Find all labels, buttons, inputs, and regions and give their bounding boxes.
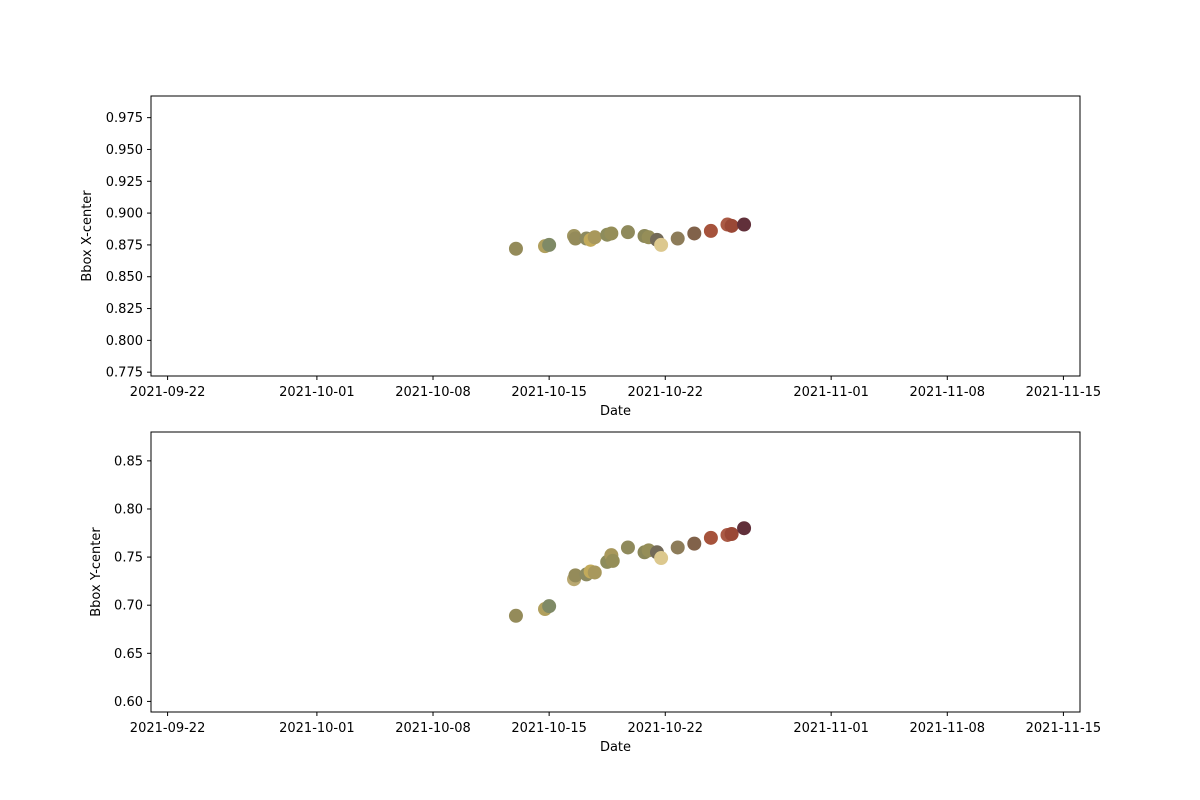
data-point-8 [587,565,602,580]
x-center-y-axis-label: Bbox X-center [80,190,95,282]
x-tick-label-8: 2021-11-15 [1026,721,1102,736]
x-tick-label-1: 2021-09-22 [130,385,206,400]
x-tick-label-6: 2021-11-01 [793,385,869,400]
data-point-22 [737,521,752,536]
y-tick-label-8: 0.950 [106,143,143,158]
x-tick-label-5: 2021-10-22 [627,721,703,736]
y-tick-label-3: 0.70 [114,599,143,614]
data-point-12 [620,540,635,555]
data-point-19 [703,530,718,545]
y-tick-label-2: 0.65 [114,647,143,662]
x-tick-label-1: 2021-09-22 [130,721,206,736]
data-point-16 [670,231,685,246]
y-tick-label-1: 0.775 [106,366,143,381]
x-tick-label-3: 2021-10-08 [395,385,471,400]
data-point-18 [703,223,718,238]
x-center-x-ticks: 2021-09-22 2021-10-01 2021-10-08 2021-10-15… [130,376,1101,400]
x-tick-label-2: 2021-10-01 [279,385,355,400]
data-point-3 [542,599,557,614]
data-point-3 [542,237,557,252]
bbox-x-center-panel: 2021-09-22 2021-10-01 2021-10-08 2021-10-15… [80,95,1101,419]
y-center-y-axis-label: Bbox Y-center [89,527,104,617]
data-point-15 [654,237,669,252]
x-tick-label-7: 2021-11-08 [910,385,986,400]
y-center-x-ticks: 2021-09-22 2021-10-01 2021-10-08 2021-10-15… [130,712,1101,736]
x-center-points [508,217,752,256]
data-point-1 [508,241,523,256]
x-tick-label-4: 2021-10-15 [511,385,587,400]
data-point-17 [687,226,702,241]
data-point-18 [687,536,702,551]
data-point-1 [508,608,523,623]
y-center-x-axis-label: Date [600,740,631,755]
data-point-8 [587,230,602,245]
data-point-11 [620,225,635,240]
y-tick-label-6: 0.85 [114,454,143,469]
x-center-y-ticks: 0.775 0.800 0.825 0.850 0.875 0.900 0.925 0.950… [106,111,151,381]
x-tick-label-4: 2021-10-15 [511,721,587,736]
data-point-17 [670,540,685,555]
bbox-y-center-panel: 2021-09-22 2021-10-01 2021-10-08 2021-10-15… [89,431,1101,755]
y-center-points [508,521,752,623]
y-center-plot-frame [150,431,1081,713]
y-tick-label-7: 0.925 [106,175,143,190]
data-point-16 [654,551,669,566]
y-tick-label-5: 0.875 [106,238,143,253]
y-tick-label-4: 0.850 [106,270,143,285]
x-tick-label-5: 2021-10-22 [627,385,703,400]
data-point-21 [724,526,739,541]
x-tick-label-2: 2021-10-01 [279,721,355,736]
x-tick-label-8: 2021-11-15 [1026,385,1102,400]
y-tick-label-1: 0.60 [114,695,143,710]
data-point-5 [568,231,583,246]
x-tick-label-7: 2021-11-08 [910,721,986,736]
y-tick-label-3: 0.825 [106,302,143,317]
y-tick-label-4: 0.75 [114,551,143,566]
x-tick-label-6: 2021-11-01 [793,721,869,736]
x-center-x-axis-label: Date [600,404,631,419]
data-point-10 [604,226,619,241]
y-center-y-ticks: 0.60 0.65 0.70 0.75 0.80 0.85 [114,454,151,710]
y-tick-label-6: 0.900 [106,207,143,222]
y-tick-label-5: 0.80 [114,502,143,517]
x-tick-label-3: 2021-10-08 [395,721,471,736]
x-center-plot-frame [150,95,1081,377]
y-tick-label-2: 0.800 [106,334,143,349]
data-point-5 [568,568,583,583]
data-point-20 [724,218,739,233]
data-point-11 [605,553,620,568]
y-tick-label-9: 0.975 [106,111,143,126]
data-point-21 [737,217,752,232]
